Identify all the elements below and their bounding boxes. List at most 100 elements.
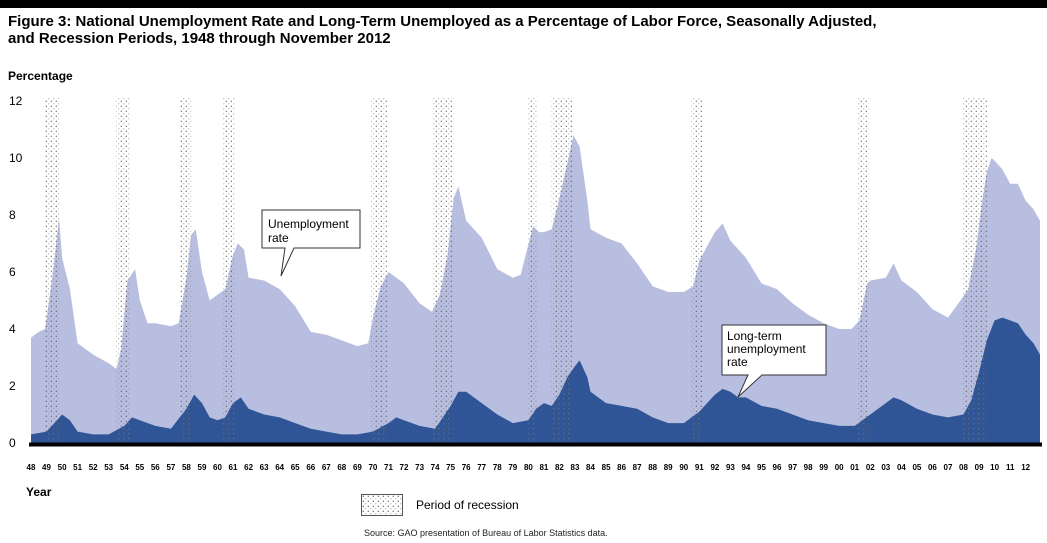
y-tick-label-4: 4 xyxy=(9,322,16,336)
x-tick-label-85: 85 xyxy=(602,463,611,472)
x-tick-label-88: 88 xyxy=(648,463,657,472)
x-tick-label-69: 69 xyxy=(353,463,362,472)
x-tick-label-54: 54 xyxy=(120,463,129,472)
recession-band-8 xyxy=(551,98,574,443)
x-tick-label-53: 53 xyxy=(104,463,113,472)
figure-title-line-2: and Recession Periods, 1948 through Nove… xyxy=(8,30,391,47)
y-tick-label-6: 6 xyxy=(9,265,16,279)
x-tick-label-89: 89 xyxy=(664,463,673,472)
x-tick-label-51: 51 xyxy=(73,463,82,472)
x-tick-label-77: 77 xyxy=(477,463,486,472)
x-tick-label-86: 86 xyxy=(617,463,626,472)
x-tick-label-90: 90 xyxy=(679,463,688,472)
x-tick-label-74: 74 xyxy=(431,463,440,472)
x-tick-label-73: 73 xyxy=(415,463,424,472)
x-tick-label-61: 61 xyxy=(229,463,238,472)
long-term-rate-callout-line-2: unemployment xyxy=(727,342,806,356)
x-tick-label-00: 00 xyxy=(835,463,844,472)
x-tick-label-06: 06 xyxy=(928,463,937,472)
x-tick-label-48: 48 xyxy=(27,463,36,472)
x-tick-label-91: 91 xyxy=(695,463,704,472)
recession-band-6 xyxy=(433,98,454,443)
x-tick-label-65: 65 xyxy=(291,463,300,472)
x-tick-label-83: 83 xyxy=(571,463,580,472)
legend-recession-swatch xyxy=(361,494,403,516)
x-tick-label-10: 10 xyxy=(990,463,999,472)
long-term-rate-callout-line-3: rate xyxy=(727,355,748,369)
x-tick-label-72: 72 xyxy=(400,463,409,472)
x-tick-label-02: 02 xyxy=(866,463,875,472)
x-tick-label-64: 64 xyxy=(275,463,284,472)
x-tick-label-55: 55 xyxy=(135,463,144,472)
x-tick-label-04: 04 xyxy=(897,463,906,472)
x-axis-title: Year xyxy=(26,485,52,499)
long-term-rate-callout-line-1: Long-term xyxy=(727,329,782,343)
y-tick-label-8: 8 xyxy=(9,208,16,222)
recession-band-1 xyxy=(45,98,59,443)
x-tick-label-87: 87 xyxy=(633,463,642,472)
recession-band-11 xyxy=(962,98,987,443)
top-rule xyxy=(0,0,1047,8)
x-tick-label-66: 66 xyxy=(306,463,315,472)
x-tick-label-93: 93 xyxy=(726,463,735,472)
x-tick-label-57: 57 xyxy=(166,463,175,472)
source-note: Source: GAO presentation of Bureau of La… xyxy=(364,528,608,538)
y-axis-title: Percentage xyxy=(8,69,73,83)
x-tick-label-60: 60 xyxy=(213,463,222,472)
x-tick-label-52: 52 xyxy=(89,463,98,472)
x-tick-label-68: 68 xyxy=(337,463,346,472)
legend-recession-label: Period of recession xyxy=(416,498,519,512)
x-tick-label-50: 50 xyxy=(58,463,67,472)
x-tick-label-59: 59 xyxy=(198,463,207,472)
x-tick-label-03: 03 xyxy=(881,463,890,472)
unemployment-rate-callout-line-2: rate xyxy=(268,231,289,245)
y-tick-label-12: 12 xyxy=(9,94,23,108)
x-tick-label-71: 71 xyxy=(384,463,393,472)
x-tick-label-96: 96 xyxy=(773,463,782,472)
long-term-rate-callout-box xyxy=(721,324,827,398)
x-tick-label-97: 97 xyxy=(788,463,797,472)
figure-title: Figure 3: National Unemployment Rate and… xyxy=(8,13,1038,47)
x-tick-label-82: 82 xyxy=(555,463,564,472)
y-tick-label-2: 2 xyxy=(9,379,16,393)
x-tick-label-79: 79 xyxy=(508,463,517,472)
x-tick-label-12: 12 xyxy=(1021,463,1030,472)
x-tick-label-80: 80 xyxy=(524,463,533,472)
unemployment-rate-callout-line-1: Unemployment xyxy=(268,217,349,231)
figure-title-line-1: Figure 3: National Unemployment Rate and… xyxy=(8,13,877,30)
x-tick-label-95: 95 xyxy=(757,463,766,472)
x-tick-label-07: 07 xyxy=(944,463,953,472)
x-tick-label-67: 67 xyxy=(322,463,331,472)
recession-band-4 xyxy=(222,98,235,443)
unemployment-rate-callout-box xyxy=(261,209,361,277)
x-tick-label-81: 81 xyxy=(539,463,548,472)
recession-band-5 xyxy=(371,98,387,443)
legend-recession-dots xyxy=(362,495,402,515)
x-tick-label-56: 56 xyxy=(151,463,160,472)
x-tick-label-84: 84 xyxy=(586,463,595,472)
x-tick-label-76: 76 xyxy=(462,463,471,472)
x-tick-label-98: 98 xyxy=(804,463,813,472)
x-tick-label-75: 75 xyxy=(446,463,455,472)
x-tick-label-05: 05 xyxy=(912,463,921,472)
recession-band-7 xyxy=(528,98,537,443)
x-tick-label-49: 49 xyxy=(42,463,51,472)
recession-band-2 xyxy=(116,98,131,443)
x-tick-label-70: 70 xyxy=(368,463,377,472)
x-tick-label-63: 63 xyxy=(260,463,269,472)
y-tick-label-10: 10 xyxy=(9,151,23,165)
recession-band-3 xyxy=(180,98,192,443)
x-tick-label-08: 08 xyxy=(959,463,968,472)
x-tick-label-62: 62 xyxy=(244,463,253,472)
x-tick-label-58: 58 xyxy=(182,463,191,472)
x-tick-label-78: 78 xyxy=(493,463,502,472)
x-tick-label-92: 92 xyxy=(710,463,719,472)
recession-band-9 xyxy=(691,98,703,443)
x-tick-label-09: 09 xyxy=(975,463,984,472)
x-tick-label-11: 11 xyxy=(1006,463,1015,472)
recession-band-10 xyxy=(857,98,869,443)
x-tick-label-99: 99 xyxy=(819,463,828,472)
x-tick-label-01: 01 xyxy=(850,463,859,472)
x-tick-label-94: 94 xyxy=(741,463,750,472)
